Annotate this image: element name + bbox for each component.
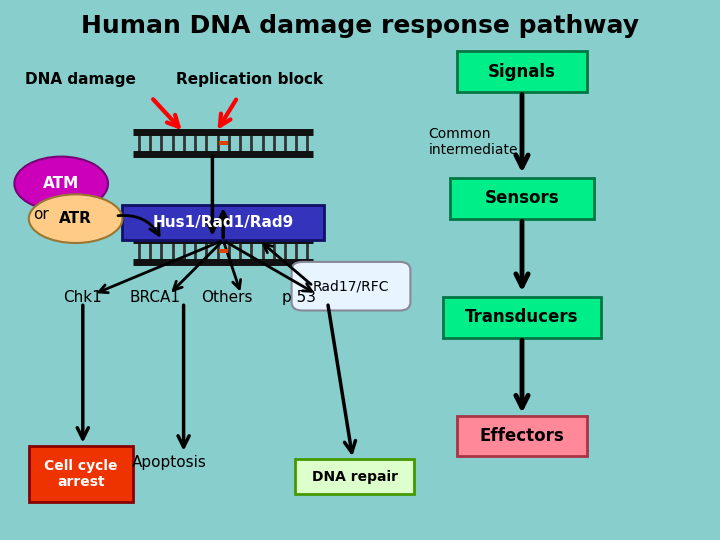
Text: Apoptosis: Apoptosis (132, 455, 207, 470)
FancyBboxPatch shape (457, 416, 587, 456)
Text: or: or (33, 207, 49, 222)
Text: Effectors: Effectors (480, 427, 564, 445)
Text: Replication block: Replication block (176, 72, 323, 87)
FancyBboxPatch shape (457, 51, 587, 92)
Text: Chk1: Chk1 (63, 291, 102, 306)
Text: DNA repair: DNA repair (312, 470, 397, 483)
FancyBboxPatch shape (219, 141, 228, 145)
Ellipse shape (14, 157, 108, 211)
Text: ATM: ATM (43, 176, 79, 191)
Text: ATR: ATR (59, 211, 92, 226)
FancyBboxPatch shape (443, 297, 601, 338)
FancyBboxPatch shape (295, 459, 414, 494)
Text: p 53: p 53 (282, 291, 316, 306)
Text: DNA damage: DNA damage (25, 72, 136, 87)
Text: Rad17/RFC: Rad17/RFC (312, 279, 390, 293)
FancyBboxPatch shape (29, 446, 133, 502)
Text: Common
intermediate: Common intermediate (428, 127, 518, 157)
Text: BRCA1: BRCA1 (130, 291, 180, 306)
FancyBboxPatch shape (450, 178, 594, 219)
Text: Cell cycle
arrest: Cell cycle arrest (44, 459, 118, 489)
Text: Transducers: Transducers (465, 308, 579, 326)
FancyBboxPatch shape (122, 205, 324, 240)
Text: Sensors: Sensors (485, 190, 559, 207)
Text: Signals: Signals (488, 63, 556, 80)
Text: Others: Others (201, 291, 253, 306)
Text: Human DNA damage response pathway: Human DNA damage response pathway (81, 14, 639, 37)
Ellipse shape (29, 194, 122, 243)
FancyBboxPatch shape (292, 262, 410, 310)
Text: Hus1/Rad1/Rad9: Hus1/Rad1/Rad9 (153, 215, 294, 230)
FancyBboxPatch shape (219, 249, 228, 253)
